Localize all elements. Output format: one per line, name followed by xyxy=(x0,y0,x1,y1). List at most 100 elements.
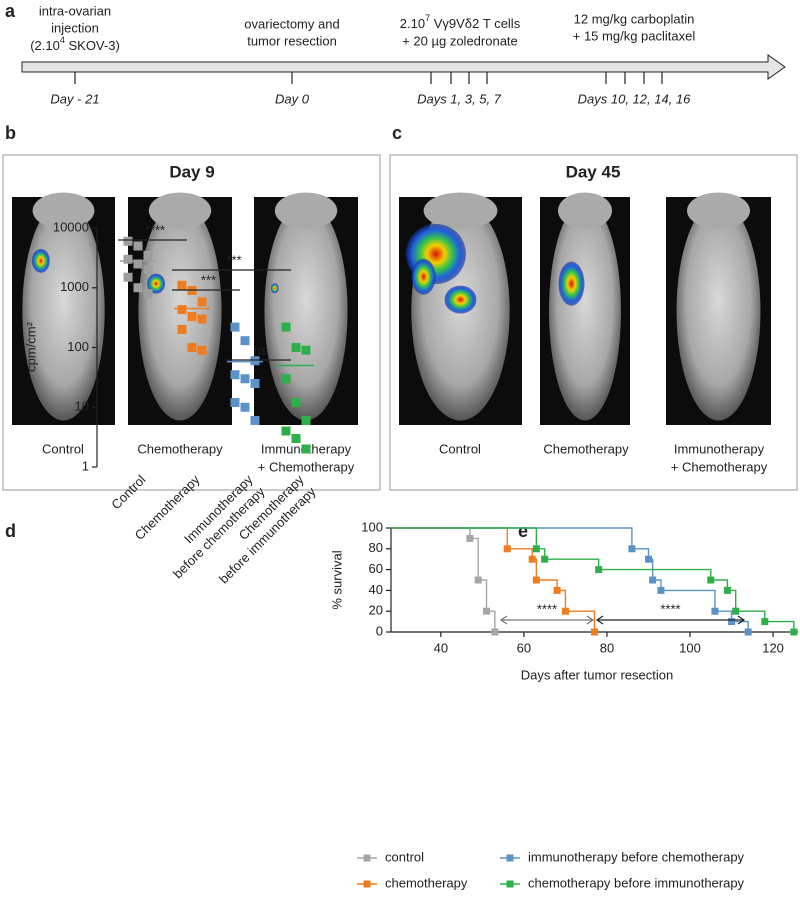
mouse-head xyxy=(274,192,338,229)
comparison-arrow xyxy=(499,615,595,625)
legend-label: control xyxy=(385,849,424,864)
day-label: Days 10, 12, 14, 16 xyxy=(578,91,692,106)
superscript: 7 xyxy=(425,13,430,23)
mouse-head xyxy=(423,192,498,229)
text-part: (2.10 xyxy=(30,38,60,53)
event-marker xyxy=(790,628,798,636)
image-caption: Immunotherapy xyxy=(674,441,765,456)
legend-label: chemotherapy xyxy=(385,875,468,890)
event-text: + 20 µg zoledronate xyxy=(402,33,518,48)
day-label: Days 1, 3, 5, 7 xyxy=(417,91,502,106)
x-tick-label: 80 xyxy=(600,640,614,655)
x-axis-label: Days after tumor resection xyxy=(521,667,673,682)
event-marker xyxy=(553,586,561,594)
legend-marker xyxy=(363,854,371,862)
mouse-body xyxy=(549,201,621,421)
significance-label: *** xyxy=(201,272,216,287)
data-point xyxy=(187,343,197,352)
image-caption: + Chemotherapy xyxy=(671,459,768,474)
event-marker xyxy=(532,576,540,584)
data-point xyxy=(133,241,143,251)
event-text: tumor resection xyxy=(247,33,337,48)
superscript: 4 xyxy=(60,35,65,45)
event-marker xyxy=(528,555,536,563)
y-tick-label: 10 xyxy=(75,399,89,414)
panel-label: e xyxy=(518,521,528,541)
event-marker xyxy=(503,545,511,553)
signal xyxy=(558,261,585,306)
comparison-arrow xyxy=(595,615,746,625)
comparison-label: **** xyxy=(660,601,680,616)
event-marker xyxy=(591,628,598,636)
day-label: Day 0 xyxy=(275,91,310,106)
plot-area xyxy=(391,527,798,636)
event-text: 12 mg/kg carboplatin xyxy=(574,11,695,26)
comparison-label: **** xyxy=(537,601,557,616)
panel-title: Day 45 xyxy=(566,162,621,181)
mouse-head xyxy=(687,192,750,229)
mouse-body xyxy=(264,201,348,421)
y-tick-label: 1000 xyxy=(60,279,89,294)
significance-label: **** xyxy=(145,222,165,237)
mouse-body xyxy=(676,201,761,421)
mouse-head xyxy=(558,192,612,229)
event-marker xyxy=(561,607,569,615)
y-tick-label: 0 xyxy=(376,623,383,638)
data-point xyxy=(301,444,311,454)
event-marker xyxy=(728,618,736,626)
timeline-ticks xyxy=(74,72,663,84)
y-tick-label: 40 xyxy=(369,582,383,597)
data-point xyxy=(281,322,291,332)
panel-label: a xyxy=(5,1,16,21)
timeline-arrow xyxy=(21,54,786,80)
data-point xyxy=(291,398,301,408)
data-point xyxy=(197,345,207,355)
signal xyxy=(411,258,436,295)
y-tick-label: 10000 xyxy=(53,219,89,234)
data-point xyxy=(123,254,133,264)
signal xyxy=(31,248,50,273)
survival-curve xyxy=(391,527,496,632)
panel-label: b xyxy=(5,123,16,143)
panel-label: c xyxy=(392,123,402,143)
image-caption: Control xyxy=(439,441,481,456)
event-marker xyxy=(466,534,474,542)
mouse-head xyxy=(148,192,212,229)
panel-label: d xyxy=(5,521,16,541)
legend-marker xyxy=(506,880,514,888)
legend-label: immunotherapy before chemotherapy xyxy=(528,849,745,864)
event-text: 2.107 Vγ9Vδ2 T cells xyxy=(400,13,521,31)
data-point xyxy=(240,374,250,384)
x-tick-label: Control xyxy=(108,472,148,512)
data-point xyxy=(133,259,143,269)
data-point xyxy=(240,336,250,346)
legend-marker xyxy=(506,854,514,862)
data-point xyxy=(197,297,207,307)
event-marker xyxy=(628,545,636,553)
event-marker xyxy=(644,555,652,563)
event-marker xyxy=(649,576,657,584)
signal xyxy=(444,285,477,314)
event-marker xyxy=(483,607,491,615)
data-point xyxy=(230,398,240,408)
data-point xyxy=(143,289,153,299)
event-marker xyxy=(541,555,549,563)
event-marker xyxy=(732,607,740,615)
data-point xyxy=(291,433,301,443)
data-point xyxy=(123,236,133,246)
data-point xyxy=(281,426,291,436)
y-axis-label: cpm/cm² xyxy=(23,321,38,372)
event-marker xyxy=(491,628,499,636)
text-part: Vγ9Vδ2 T cells xyxy=(430,16,521,31)
mouse-head xyxy=(32,192,95,229)
event-text: + 15 mg/kg paclitaxel xyxy=(573,28,696,43)
data-point xyxy=(291,343,301,352)
panel-frame xyxy=(2,154,381,491)
data-point xyxy=(197,314,207,324)
image-caption: Control xyxy=(42,441,84,456)
y-tick-label: 80 xyxy=(369,540,383,555)
text-part: SKOV-3) xyxy=(65,38,120,53)
event-text: intra-ovarian xyxy=(39,3,111,18)
